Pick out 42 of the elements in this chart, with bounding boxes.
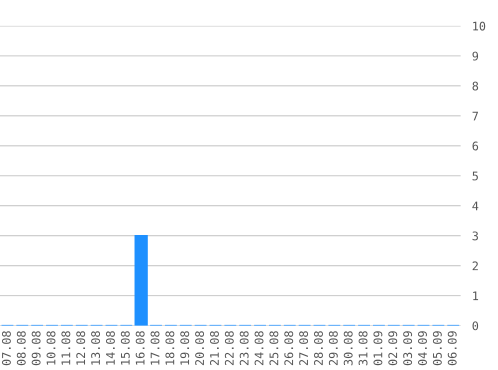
- x-tick-label: 15.08: [120, 331, 130, 365]
- x-tick-label: 16.08: [136, 331, 145, 365]
- y-tick-label: 4: [472, 202, 478, 210]
- x-tick-label: 20.08: [195, 331, 204, 366]
- x-tick-label: 29.08: [328, 331, 338, 366]
- x-tick-label: 24.08: [254, 331, 264, 366]
- y-tick-label: 9: [472, 52, 478, 61]
- x-tick-label: 11.08: [61, 331, 70, 365]
- x-tick-label: 25.08: [269, 331, 278, 366]
- x-tick-label: 05.09: [432, 331, 442, 366]
- x-tick-label: 23.08: [240, 331, 249, 366]
- x-tick-label: 18.08: [165, 331, 174, 365]
- x-tick-label: 02.09: [388, 331, 398, 366]
- x-tick-label: 26.08: [284, 331, 294, 366]
- x-tick-label: 08.08: [16, 331, 26, 366]
- y-tick-label: 6: [472, 142, 478, 150]
- x-tick-label: 22.08: [224, 331, 234, 366]
- x-tick-label: 03.09: [403, 331, 412, 366]
- x-tick-label: 04.09: [418, 331, 427, 366]
- x-tick-label: 01.09: [373, 331, 382, 366]
- x-tick-label: 10.08: [46, 331, 56, 365]
- y-tick-label: 1: [473, 292, 478, 300]
- y-tick-label: 7: [472, 112, 478, 120]
- x-tick-label: 28.08: [314, 331, 323, 366]
- x-tick-label: 12.08: [76, 331, 86, 365]
- y-tick-label: 2: [472, 261, 478, 270]
- x-tick-label: 30.08: [344, 331, 353, 366]
- y-tick-label: 5: [472, 172, 478, 180]
- x-tick-label: 09.08: [32, 331, 41, 366]
- y-tick-label: 8: [472, 82, 478, 91]
- x-tick-label: 06.09: [448, 331, 457, 366]
- x-tick-label: 07.08: [2, 331, 11, 366]
- y-tick-label: 10: [473, 22, 486, 31]
- x-tick-label: 13.08: [91, 331, 100, 365]
- x-tick-label: 14.08: [106, 331, 115, 365]
- x-tick-label: 21.08: [210, 331, 219, 366]
- y-tick-label: 0: [472, 321, 478, 330]
- x-tick-label: 17.08: [150, 331, 160, 365]
- y-tick-label: 3: [472, 231, 478, 240]
- x-tick-label: 19.08: [180, 331, 190, 365]
- x-tick-label: 31.08: [358, 331, 368, 366]
- x-tick-label: 27.08: [299, 331, 308, 366]
